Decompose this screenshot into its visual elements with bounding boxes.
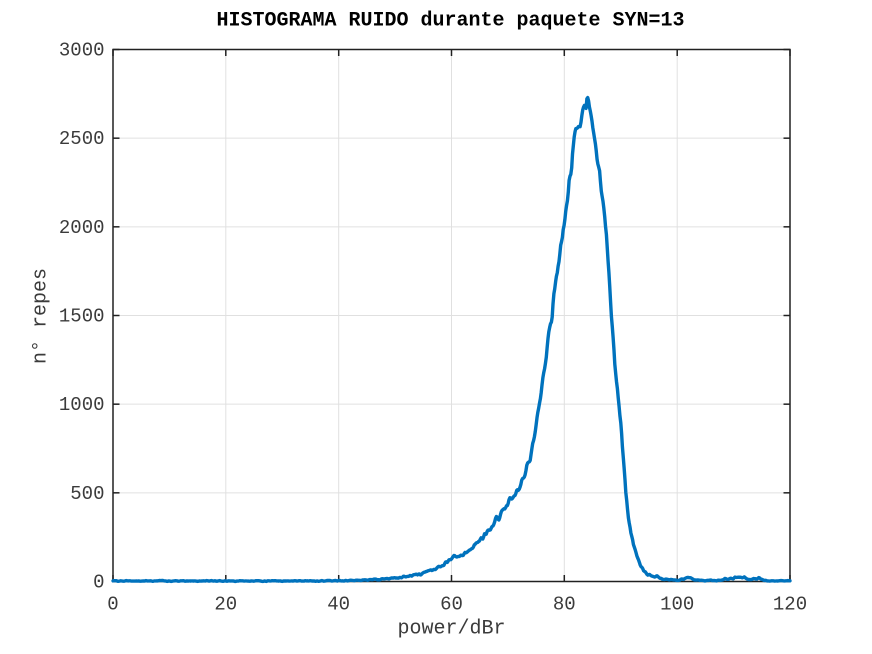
svg-text:HISTOGRAMA RUIDO durante paque: HISTOGRAMA RUIDO durante paquete SYN=13: [216, 9, 684, 32]
svg-text:0: 0: [107, 594, 118, 616]
svg-text:power/dBr: power/dBr: [397, 618, 505, 641]
svg-text:0: 0: [93, 572, 104, 594]
svg-text:60: 60: [440, 594, 463, 616]
svg-text:40: 40: [327, 594, 350, 616]
svg-text:1000: 1000: [59, 394, 105, 416]
svg-text:3000: 3000: [59, 40, 105, 62]
svg-text:100: 100: [660, 594, 694, 616]
svg-text:2000: 2000: [59, 217, 105, 239]
svg-text:n° repes: n° repes: [30, 268, 53, 364]
svg-text:80: 80: [553, 594, 576, 616]
svg-text:1500: 1500: [59, 306, 105, 328]
svg-text:20: 20: [214, 594, 237, 616]
svg-text:500: 500: [70, 483, 104, 505]
svg-text:120: 120: [773, 594, 807, 616]
svg-text:2500: 2500: [59, 128, 105, 150]
